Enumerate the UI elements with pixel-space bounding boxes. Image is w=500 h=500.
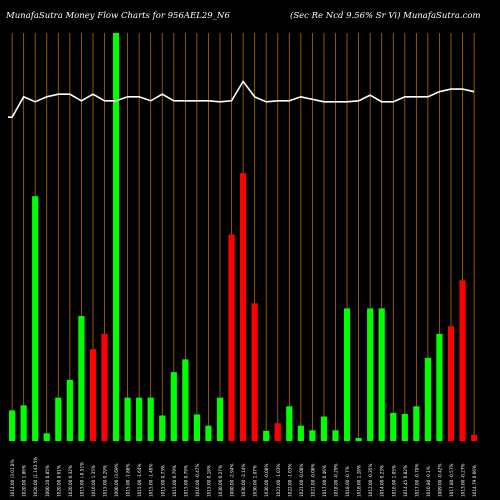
x-tick-label: 1018.00 -0.7% <box>345 466 350 497</box>
x-tick-label: 1022.00 -1.03% <box>287 464 292 497</box>
x-tick-label: 1013.00 -0.27% <box>461 464 466 497</box>
x-tick-label: 1021.00 -0.08% <box>299 464 304 497</box>
chart-subtitle: (Sec Re Ncd 9.56% Sr Vi) MunafaSutra.com <box>290 11 481 21</box>
x-tick-label: 1000.00 (3.69% <box>114 463 119 497</box>
bar-13 <box>159 415 166 441</box>
x-tick-label: 1010.80 -0.1% <box>426 466 431 497</box>
bar-36 <box>424 357 431 441</box>
x-tick-label: 1030.00 -2.14% <box>241 464 246 497</box>
bar-34 <box>401 413 408 441</box>
bar-39 <box>459 280 466 441</box>
x-tick-label: 1017.00 -0.70% <box>414 464 419 497</box>
bar-30 <box>355 437 362 441</box>
x-tick-label: 1015.00 0.18% <box>206 465 211 497</box>
bar-7 <box>89 349 97 441</box>
x-tick-label: 1018.00 -0.29% <box>334 464 339 497</box>
chart-title: MunafaSutra Money Flow Charts for 956AEL… <box>6 11 230 21</box>
bar-21 <box>251 303 258 441</box>
bar-26 <box>309 430 316 441</box>
x-tick-label: 1015.00 -1.64% <box>137 464 142 497</box>
bar-6 <box>78 316 85 441</box>
bar-0 <box>9 410 16 441</box>
bar-23 <box>274 423 281 441</box>
money-flow-line <box>8 79 475 118</box>
bar-3 <box>43 433 50 441</box>
x-tick-label: 1014.00 (3.01.8% <box>10 459 15 497</box>
x-tick-label: 1015.00 -1.49% <box>149 464 154 497</box>
x-tick-label: 1017.00 0.46% <box>322 465 327 497</box>
x-tick-label: 1021.00 -0.08% <box>310 464 315 497</box>
bar-27 <box>320 416 328 441</box>
bar-2 <box>32 196 39 441</box>
x-tick-label: 1016.00 -0.47% <box>195 464 200 497</box>
x-tick-label: 1015.00 0.79% <box>172 465 177 497</box>
bar-22 <box>263 430 270 441</box>
x-tick-label: 1000.00 -2.94% <box>230 464 235 497</box>
bar-14 <box>170 372 177 441</box>
x-tick-label: 1016.00 1.35% <box>91 465 96 497</box>
bar-20 <box>240 173 247 441</box>
bar-40 <box>471 434 478 441</box>
bar-1 <box>20 405 27 441</box>
bar-9 <box>112 33 120 441</box>
bar-5 <box>66 379 73 441</box>
x-tick-label: 1012.00 -0.35% <box>368 464 373 497</box>
bar-33 <box>390 412 397 441</box>
x-tick-label: 1015.00 0.79% <box>183 465 188 497</box>
x-tick-label: 1030.00 0.27% <box>218 465 223 497</box>
bar-17 <box>205 425 212 441</box>
x-tick-label: 1020.00 1.86% <box>22 465 27 497</box>
bar-38 <box>447 326 455 441</box>
bar-32 <box>378 308 385 441</box>
bar-28 <box>332 430 339 441</box>
x-tick-label: 1020.00 0.61% <box>56 465 61 497</box>
x-tick-label: 1014.45 0.82% <box>403 465 408 497</box>
bar-11 <box>136 397 143 441</box>
bar-37 <box>436 333 443 441</box>
bar-16 <box>193 414 200 441</box>
bar-15 <box>182 359 189 441</box>
bar-4 <box>55 397 62 441</box>
x-tick-label: 1017.80 -0.57% <box>449 464 454 497</box>
x-tick-label: 1014.00 0.23% <box>380 465 385 497</box>
x-tick-label: 1016.00 1.05% <box>391 465 396 497</box>
bar-29 <box>343 308 351 441</box>
bar-10 <box>124 397 131 441</box>
bar-31 <box>367 308 374 441</box>
x-tick-label: 1015.00 0.29% <box>103 465 108 497</box>
bar-25 <box>297 425 304 441</box>
x-tick-label: 1015.00 (-0.51% <box>79 462 84 497</box>
x-tick-label: 1015.00 0.73% <box>160 465 165 497</box>
bar-12 <box>147 397 154 441</box>
x-tick-label: 1030.00 1.07% <box>253 465 258 497</box>
x-tick-label: 1020.00 0.32% <box>68 465 73 497</box>
bar-8 <box>101 333 108 441</box>
x-tick-label: 1009.00 -0.42% <box>437 464 442 497</box>
bar-35 <box>413 406 420 441</box>
bar-19 <box>228 234 235 441</box>
bar-24 <box>286 406 293 441</box>
bar-18 <box>216 397 224 441</box>
x-tick-label: 1023.00 -1.03% <box>276 464 281 497</box>
x-tick-label: 1018.00 1.28% <box>357 465 362 497</box>
x-tick-label: 1014.79 0.66% <box>472 465 477 497</box>
x-tick-label: 1030.00 -0.08% <box>264 464 269 497</box>
x-tick-label: 1020.00 (1.143.5% <box>33 457 38 497</box>
x-tick-label: 1000.20 0.85% <box>45 465 50 497</box>
x-tick-label: 1015.00 -1.88% <box>126 464 131 497</box>
